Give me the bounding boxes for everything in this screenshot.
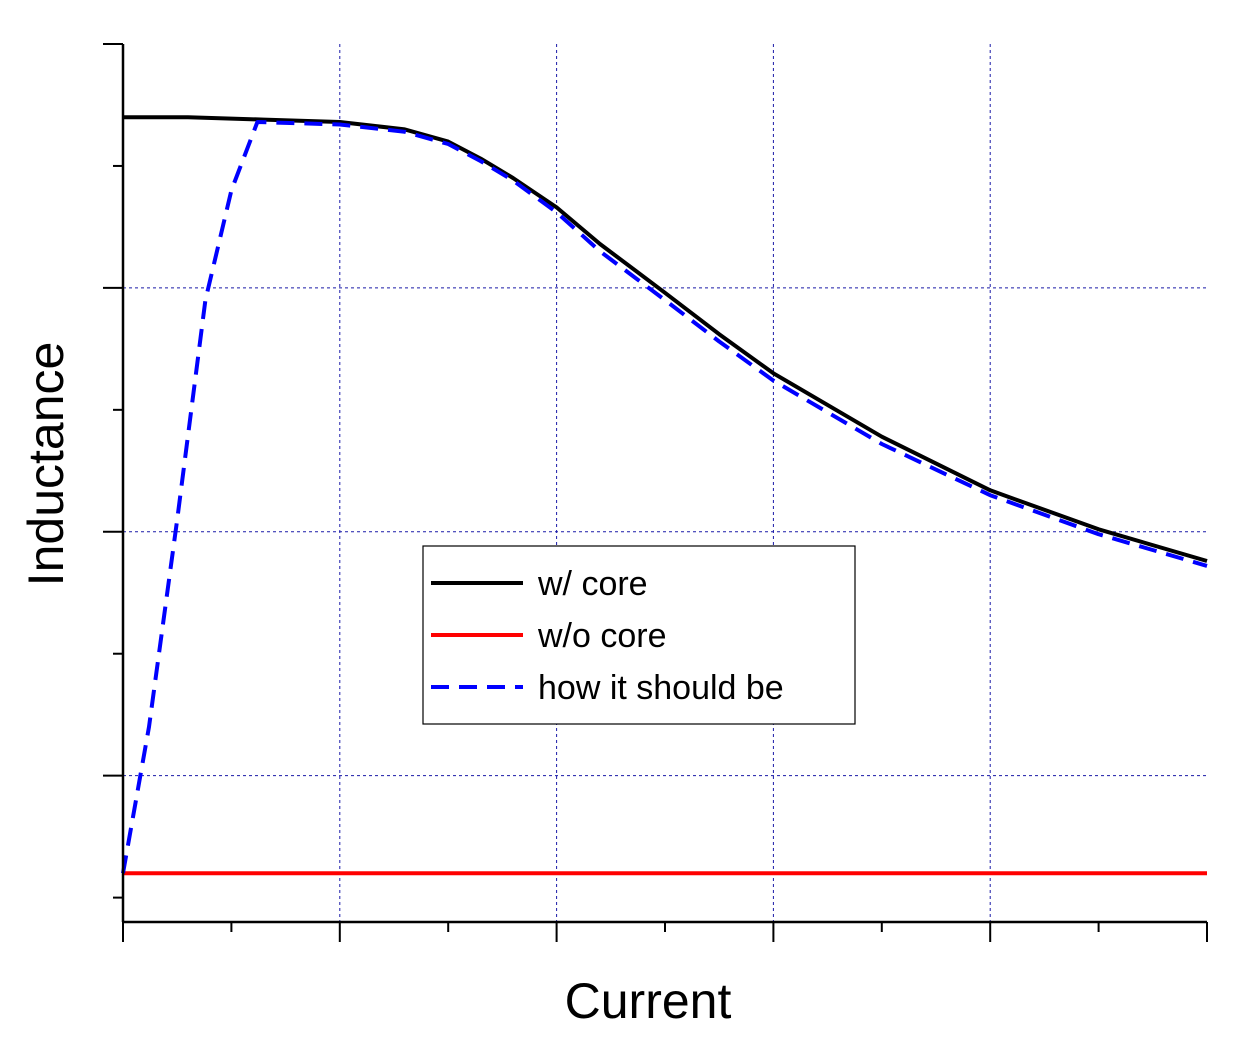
axes <box>103 43 1208 942</box>
series-lines <box>121 115 1208 876</box>
legend-items: w/ core w/o core how it should be <box>431 565 784 707</box>
legend-label-1: w/ core <box>537 565 648 603</box>
legend: w/ core w/o core how it should be <box>422 545 856 725</box>
series-line-1 <box>123 115 1208 563</box>
y-axis-title: Inductance <box>18 342 74 587</box>
legend-label-2: w/o core <box>537 617 667 655</box>
series-line-3 <box>121 120 1208 874</box>
legend-label-3: how it should be <box>538 669 784 707</box>
grid-lines <box>123 44 1207 922</box>
x-axis-title: Current <box>565 973 732 1029</box>
